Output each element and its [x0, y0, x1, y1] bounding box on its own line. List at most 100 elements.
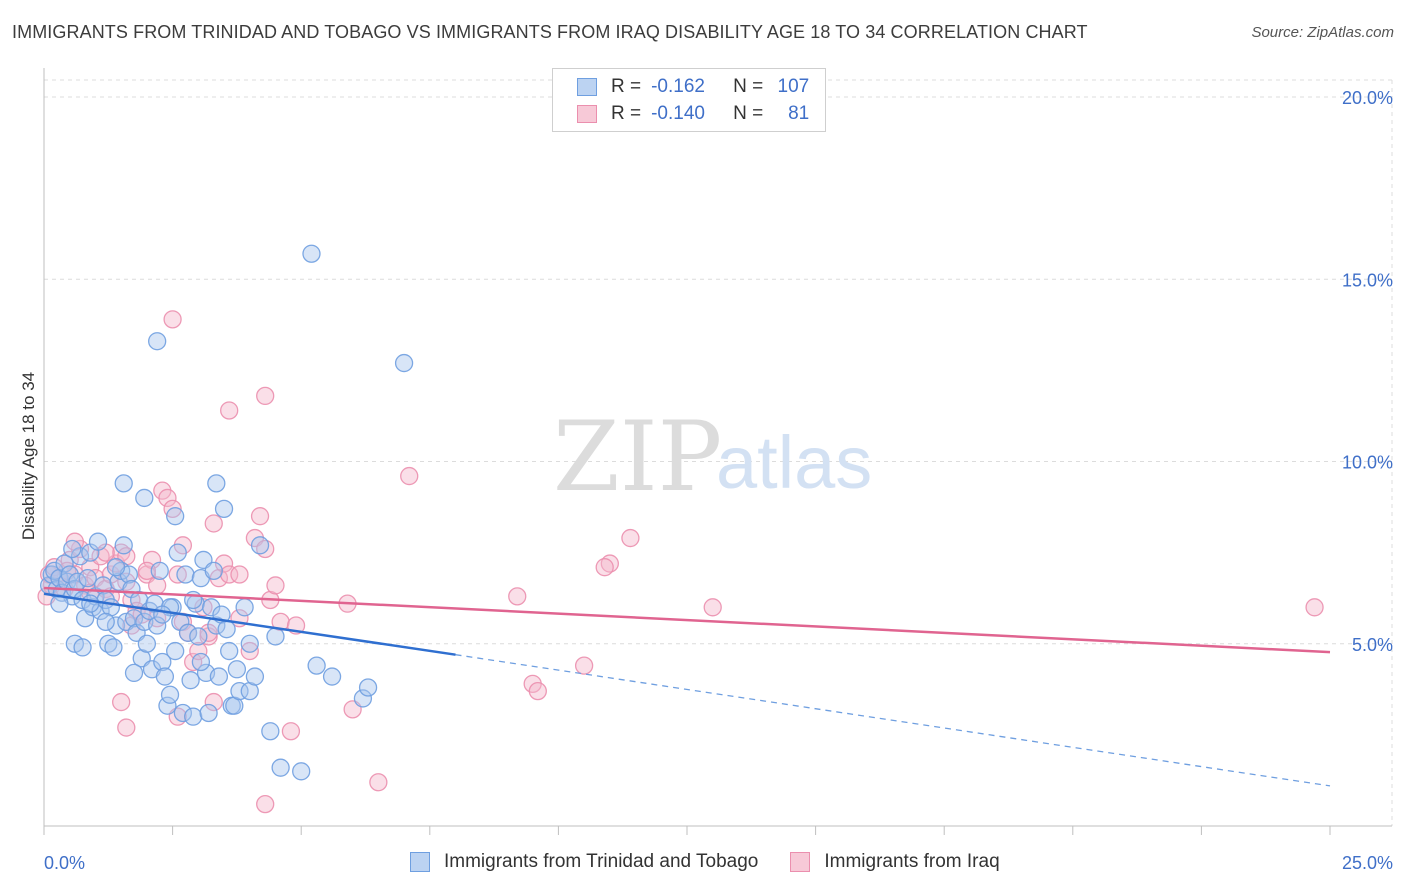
data-point	[135, 488, 154, 508]
data-point	[199, 623, 218, 642]
data-point	[369, 773, 388, 792]
data-point	[240, 634, 259, 653]
data-point	[63, 539, 82, 559]
data-point	[124, 663, 144, 683]
data-point	[261, 722, 280, 741]
legend-swatch-pink	[577, 105, 597, 123]
data-point	[117, 718, 136, 737]
data-point	[114, 536, 133, 555]
series-iraq-points	[37, 310, 1324, 814]
legend-item-iraq[interactable]: Immigrants from Iraq	[790, 851, 1000, 873]
legend-n-value: 81	[788, 103, 810, 124]
data-point	[55, 554, 74, 573]
legend-row-trinidad: R = -0.162 N = 107	[577, 74, 809, 100]
data-point	[358, 678, 378, 697]
data-point	[271, 758, 290, 777]
legend-item-trinidad[interactable]: Immigrants from Trinidad and Tobago	[410, 851, 758, 873]
trend-line-trinidad-extrapolated	[455, 654, 1331, 787]
data-point	[168, 565, 187, 584]
data-point	[230, 565, 249, 584]
y-tick-label: 20.0%	[1342, 88, 1393, 108]
data-point	[199, 703, 218, 723]
data-point	[240, 641, 259, 661]
data-point	[322, 667, 342, 686]
data-point	[148, 616, 167, 635]
data-point	[235, 598, 254, 617]
data-point	[256, 386, 275, 406]
data-point	[220, 401, 239, 420]
data-point	[528, 681, 547, 701]
data-point	[266, 576, 285, 595]
data-point	[204, 561, 223, 580]
data-point	[106, 558, 126, 577]
data-point	[189, 641, 208, 661]
data-point	[217, 620, 236, 639]
data-point	[137, 634, 157, 653]
data-point	[78, 568, 97, 588]
data-point	[184, 707, 203, 726]
data-point	[230, 681, 249, 701]
data-point	[266, 627, 285, 646]
data-point	[104, 638, 123, 657]
data-point	[88, 532, 108, 551]
y-tick-label: 5.0%	[1352, 635, 1393, 655]
data-point	[189, 627, 208, 646]
data-point	[214, 554, 234, 573]
legend-swatch-pink	[790, 852, 811, 872]
legend-r-label: R =	[611, 103, 642, 124]
series-trinidad-points	[39, 244, 414, 781]
data-point	[394, 353, 414, 373]
data-point	[307, 656, 326, 675]
data-point	[207, 616, 226, 635]
data-point	[202, 598, 221, 617]
data-point	[158, 696, 177, 715]
data-point	[173, 703, 193, 723]
data-point	[250, 507, 270, 526]
data-point	[106, 616, 126, 635]
chart-title: IMMIGRANTS FROM TRINIDAD AND TOBAGO VS I…	[12, 22, 1088, 42]
data-point	[181, 671, 200, 690]
y-tick-label: 15.0%	[1342, 270, 1393, 290]
data-point	[81, 594, 100, 613]
watermark: ZIP atlas	[553, 401, 872, 513]
data-point	[207, 474, 226, 493]
data-point	[256, 794, 275, 814]
data-point	[70, 547, 90, 566]
data-point	[163, 310, 182, 329]
data-point	[204, 514, 223, 533]
data-point	[96, 612, 115, 632]
data-point	[153, 652, 172, 672]
data-point	[112, 692, 131, 712]
data-point	[227, 660, 247, 679]
data-point	[160, 685, 180, 704]
data-point	[163, 499, 182, 519]
legend-n-value: 107	[777, 76, 810, 97]
data-point	[214, 499, 234, 519]
data-point	[209, 667, 229, 686]
watermark-zip: ZIP	[553, 401, 722, 513]
data-point	[168, 543, 187, 562]
source-label: Source: ZipAtlas.com	[1251, 24, 1394, 41]
data-point	[148, 332, 167, 351]
correlation-legend: R = -0.162 N = 107 R = -0.140 N = 81	[552, 68, 826, 132]
trend-line-iraq	[43, 586, 1331, 654]
data-point	[281, 722, 301, 741]
trend-line-trinidad	[43, 592, 456, 656]
legend-item-label: Immigrants from Trinidad and Tobago	[444, 851, 759, 872]
data-point	[220, 565, 239, 584]
data-point	[155, 667, 175, 686]
legend-item-label: Immigrants from Iraq	[824, 851, 1000, 872]
x-tick-label-min: 0.0%	[44, 853, 85, 873]
data-point	[220, 641, 239, 661]
data-point	[250, 536, 270, 555]
y-tick-labels: 5.0% 10.0% 15.0% 20.0%	[1342, 88, 1393, 655]
data-point	[191, 652, 211, 672]
data-point	[353, 689, 373, 708]
watermark-atlas: atlas	[716, 421, 872, 504]
legend-row-iraq: R = -0.140 N = 81	[577, 101, 809, 127]
y-tick-label: 10.0%	[1342, 453, 1393, 473]
data-point	[166, 641, 185, 661]
data-point	[176, 565, 195, 584]
data-point	[158, 488, 177, 508]
y-axis-label: Disability Age 18 to 34	[19, 372, 38, 540]
